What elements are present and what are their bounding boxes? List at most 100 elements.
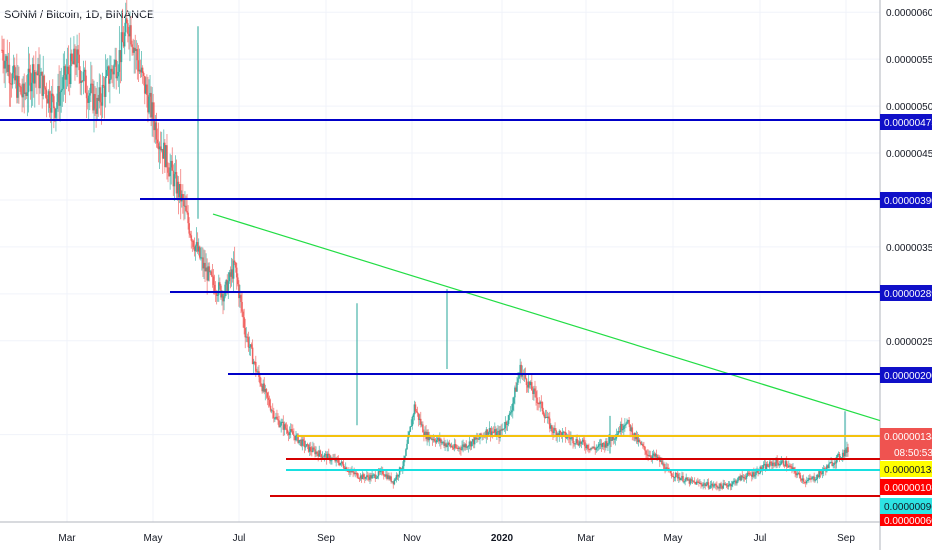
candle-body	[682, 475, 684, 482]
candle-body	[485, 429, 488, 438]
candle-body	[737, 477, 739, 482]
candle-body	[208, 266, 211, 272]
candle-body	[446, 445, 449, 447]
candle-body	[363, 477, 366, 479]
candle-body	[242, 311, 244, 318]
candle-body	[439, 438, 441, 442]
candle-body	[403, 459, 405, 467]
candle-body	[241, 302, 243, 312]
candle-body	[461, 446, 463, 450]
candle-body	[673, 477, 676, 479]
candle-body	[760, 466, 763, 471]
candle-body	[359, 475, 362, 479]
candle-body	[478, 438, 480, 440]
candle-body	[295, 435, 297, 441]
candle-body	[300, 439, 303, 446]
candle-body	[327, 453, 330, 456]
candle-body	[600, 443, 603, 447]
candle-body	[223, 296, 225, 302]
candle-body	[63, 66, 66, 76]
candle-body	[820, 473, 823, 475]
candle-body	[342, 464, 345, 468]
candle-body	[655, 454, 658, 458]
candle-body	[343, 467, 346, 470]
candle-body	[474, 437, 477, 440]
candle-body	[160, 149, 163, 151]
candle-body	[724, 484, 727, 486]
candle-body	[182, 194, 184, 200]
candle-body	[826, 465, 828, 472]
price-label: 0.00000200	[884, 371, 932, 382]
candle-body	[298, 440, 300, 443]
candle-body	[272, 411, 275, 419]
candle-body	[559, 430, 562, 433]
price-label: 0.00000289	[884, 289, 932, 300]
candle-body	[406, 443, 408, 450]
candle-body	[455, 447, 458, 449]
candle-body	[700, 482, 702, 485]
candle-body	[53, 96, 55, 109]
candle-body	[670, 473, 673, 476]
candle-body	[307, 444, 310, 452]
candle-body	[210, 271, 213, 276]
candle-body	[128, 33, 130, 37]
candle-body	[100, 102, 103, 106]
candle-body	[179, 184, 182, 202]
candle-body	[444, 443, 446, 446]
candle-body	[268, 399, 271, 406]
candle-body	[456, 448, 459, 450]
candle-body	[723, 483, 726, 485]
candle-body	[247, 337, 250, 348]
candle-body	[315, 451, 317, 455]
candle-body	[375, 477, 378, 479]
candle-body	[239, 295, 241, 299]
candle-body	[601, 442, 604, 447]
candle-body	[466, 446, 469, 448]
candle-body	[754, 475, 756, 477]
candle-body	[451, 446, 454, 448]
candle-body	[646, 454, 648, 456]
candle-body	[422, 424, 424, 433]
candle-body	[606, 441, 608, 447]
candle-body	[287, 433, 290, 436]
candle-body	[794, 469, 796, 473]
candle-body	[739, 476, 741, 481]
candle-body	[561, 432, 564, 437]
candle-body	[692, 480, 695, 482]
candle-body	[348, 471, 350, 473]
candle-body	[541, 402, 544, 412]
candle-body	[386, 474, 388, 479]
candle-body	[490, 431, 493, 435]
candle-body	[430, 438, 433, 440]
candle-body	[616, 433, 619, 436]
candle-body	[433, 439, 436, 442]
candle-body	[263, 383, 266, 392]
candle-body	[555, 430, 557, 437]
candle-body	[749, 474, 752, 476]
candle-body	[840, 457, 843, 459]
candle-body	[640, 444, 643, 446]
candle-body	[321, 456, 324, 458]
candle-body	[740, 475, 742, 481]
candle-body	[695, 481, 698, 485]
candle-body	[716, 485, 718, 488]
candle-body	[205, 267, 207, 272]
candle-body	[704, 483, 707, 487]
candle-body	[811, 477, 813, 480]
candle-body	[1, 49, 3, 51]
candle-body	[283, 424, 286, 430]
candle-body	[662, 463, 664, 465]
candle-body	[330, 460, 332, 462]
candle-body	[720, 483, 722, 487]
candle-body	[487, 432, 490, 435]
candle-body	[40, 71, 42, 76]
candle-body	[68, 73, 71, 84]
candle-body	[31, 64, 34, 83]
candle-body	[631, 427, 634, 437]
candle-body	[352, 470, 354, 473]
candle-body	[170, 160, 172, 168]
candle-body	[797, 472, 800, 474]
candle-body	[691, 480, 694, 482]
candle-body	[306, 444, 309, 446]
